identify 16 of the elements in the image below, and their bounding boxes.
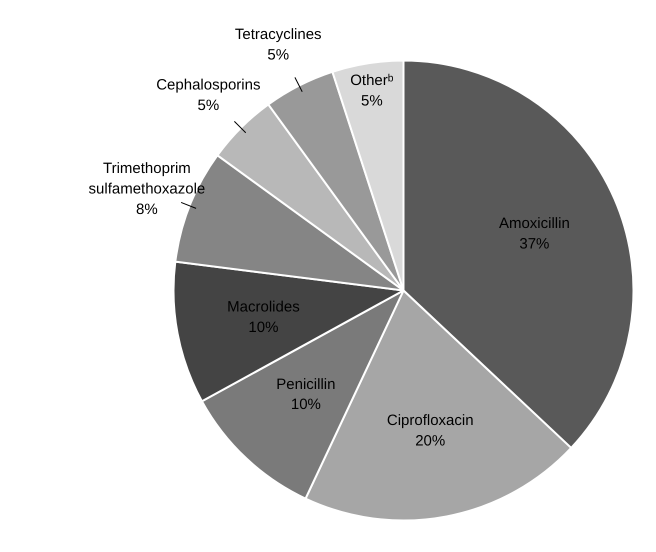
slice-label: Macrolides bbox=[227, 298, 300, 316]
slice-label: Trimethoprim sulfamethoxazole bbox=[88, 160, 206, 198]
data-label: 5% bbox=[267, 46, 290, 64]
slice-label: Cephalosporins bbox=[156, 76, 260, 94]
slice-label: Tetracyclines bbox=[234, 26, 322, 43]
data-label: 37% bbox=[519, 236, 550, 253]
slice-label: Penicillin bbox=[276, 376, 336, 393]
slice-label: Otherᵇ bbox=[350, 72, 394, 89]
data-label: 10% bbox=[290, 396, 321, 414]
data-label: 5% bbox=[361, 92, 383, 110]
data-label: 20% bbox=[415, 432, 446, 450]
slice-label: Amoxicillin bbox=[498, 215, 570, 232]
data-label: 8% bbox=[136, 200, 158, 218]
slice-label: Ciprofloxacin bbox=[386, 412, 474, 429]
data-label: 10% bbox=[248, 318, 278, 336]
data-label: 5% bbox=[198, 97, 220, 114]
